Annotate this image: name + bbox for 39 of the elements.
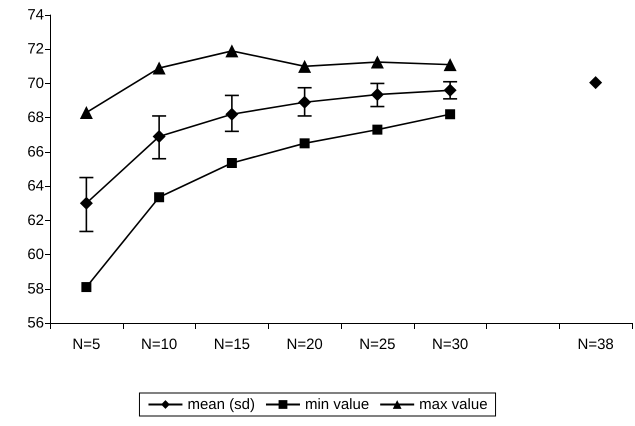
point bbox=[226, 158, 237, 168]
point bbox=[81, 282, 92, 292]
point bbox=[154, 192, 164, 202]
point bbox=[152, 62, 166, 75]
point bbox=[298, 96, 312, 109]
y-tick-label: 72 bbox=[27, 40, 44, 58]
point bbox=[298, 60, 312, 73]
point bbox=[444, 84, 457, 97]
x-tick-label: N=25 bbox=[359, 336, 396, 353]
legend-label: max value bbox=[419, 396, 488, 413]
point bbox=[225, 108, 238, 121]
legend-label: mean (sd) bbox=[187, 396, 255, 413]
y-tick-label: 60 bbox=[27, 246, 44, 264]
y-tick-label: 56 bbox=[27, 314, 44, 332]
y-tick-label: 64 bbox=[27, 178, 44, 195]
point bbox=[80, 196, 93, 210]
legend-label: min value bbox=[304, 396, 370, 413]
x-tick-label: N=15 bbox=[214, 336, 250, 353]
x-tick-label: N=5 bbox=[72, 336, 100, 353]
x-tick-label: N=20 bbox=[286, 336, 323, 353]
point bbox=[445, 109, 456, 120]
point bbox=[80, 106, 93, 120]
y-tick-label: 66 bbox=[27, 143, 44, 160]
point bbox=[370, 56, 384, 69]
point bbox=[152, 130, 166, 143]
x-tick-label: N=38 bbox=[577, 336, 614, 353]
point bbox=[370, 88, 384, 102]
x-tick-label: N=30 bbox=[432, 336, 468, 353]
y-tick-label: 62 bbox=[27, 212, 44, 229]
point bbox=[225, 44, 238, 58]
point bbox=[444, 58, 457, 72]
point bbox=[589, 76, 602, 90]
y-tick-label: 70 bbox=[27, 74, 44, 92]
y-tick-label: 74 bbox=[27, 6, 44, 24]
point bbox=[372, 124, 382, 135]
point bbox=[300, 138, 310, 148]
y-tick-label: 68 bbox=[27, 109, 44, 126]
x-tick-label: N=10 bbox=[140, 336, 178, 353]
y-tick-label: 58 bbox=[27, 280, 44, 298]
